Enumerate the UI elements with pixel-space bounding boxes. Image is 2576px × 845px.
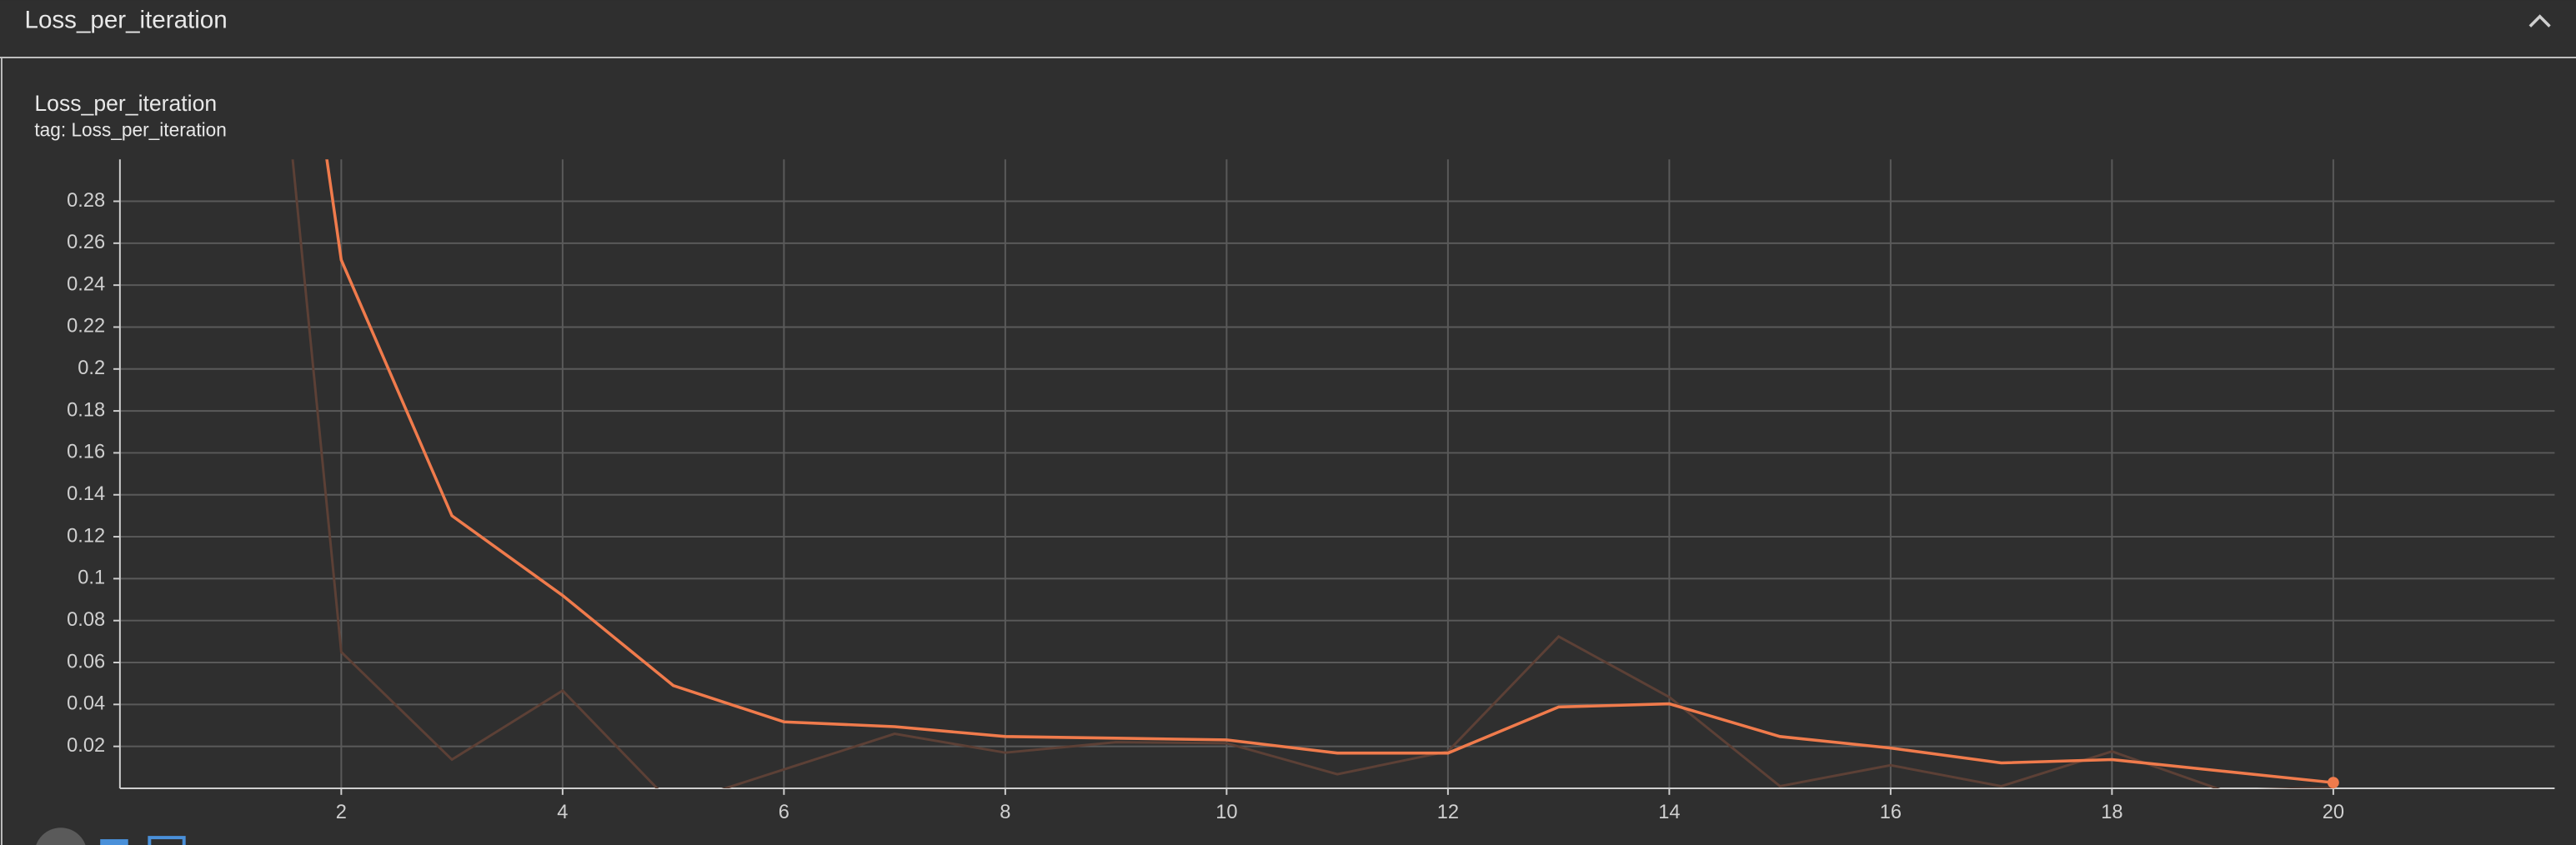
x-tick-label: 16 bbox=[1880, 802, 1902, 823]
x-tick-label: 20 bbox=[2323, 802, 2344, 823]
y-tick-label: 0.22 bbox=[67, 316, 105, 338]
x-tick-label: 10 bbox=[1215, 802, 1237, 823]
last-point bbox=[2327, 777, 2339, 788]
y-tick-label: 0.12 bbox=[67, 525, 105, 547]
y-tick-label: 0.26 bbox=[67, 232, 105, 253]
series-group bbox=[291, 159, 2339, 788]
y-tick-label: 0.16 bbox=[67, 442, 105, 463]
card-subtitle: tag: Loss_per_iteration bbox=[34, 119, 227, 141]
series-line bbox=[325, 159, 2334, 784]
x-tick-label: 2 bbox=[336, 802, 347, 823]
y-tick-label: 0.28 bbox=[67, 190, 105, 212]
y-tick-label: 0.02 bbox=[67, 735, 105, 757]
y-tick-label: 0.1 bbox=[78, 568, 105, 589]
y-tick-label: 0.2 bbox=[78, 358, 105, 379]
x-tick-label: 14 bbox=[1658, 802, 1680, 823]
y-tick-label: 0.06 bbox=[67, 651, 105, 672]
y-tick-label: 0.18 bbox=[67, 399, 105, 421]
log-button[interactable] bbox=[100, 839, 128, 845]
y-tick-label: 0.08 bbox=[67, 609, 105, 631]
section-title: Loss_per_iteration bbox=[25, 6, 228, 33]
x-tick-label: 18 bbox=[2101, 802, 2122, 823]
y-tick-label: 0.14 bbox=[67, 483, 105, 505]
x-tick-label: 12 bbox=[1437, 802, 1459, 823]
y-tick-label: 0.24 bbox=[67, 273, 105, 295]
x-tick-label: 4 bbox=[557, 802, 568, 823]
collapse-button[interactable] bbox=[2528, 14, 2551, 28]
y-tick-label: 0.04 bbox=[67, 693, 105, 715]
expand-button[interactable] bbox=[148, 836, 186, 845]
x-tick-label: 6 bbox=[779, 802, 789, 823]
plot: 0.02 0.04 0.06 0.08 0.1 0.12 0.14 0.16 0.18 0.2 0.… bbox=[67, 159, 2555, 823]
x-tick-label: 8 bbox=[1000, 802, 1010, 823]
card-title: Loss_per_iteration bbox=[34, 91, 217, 116]
series-line bbox=[291, 159, 2333, 788]
fit-button[interactable] bbox=[34, 828, 87, 845]
